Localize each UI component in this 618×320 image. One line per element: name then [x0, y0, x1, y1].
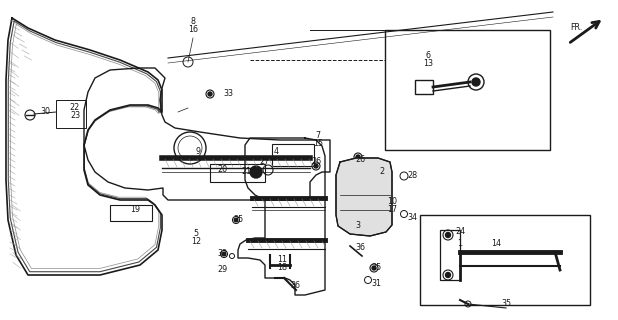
Text: 13: 13	[423, 60, 433, 68]
Circle shape	[376, 166, 380, 170]
Circle shape	[446, 233, 451, 237]
Text: 4: 4	[274, 148, 279, 156]
Text: 15: 15	[313, 140, 323, 148]
Text: 6: 6	[426, 52, 431, 60]
Text: 19: 19	[130, 205, 140, 214]
Text: 1: 1	[457, 239, 462, 249]
Circle shape	[314, 164, 318, 168]
Text: 23: 23	[70, 111, 80, 121]
Text: 22: 22	[70, 103, 80, 113]
Text: 35: 35	[501, 300, 511, 308]
Text: 12: 12	[191, 237, 201, 246]
Circle shape	[222, 252, 226, 256]
Circle shape	[356, 155, 360, 159]
Text: 32: 32	[217, 250, 227, 259]
Text: FR.: FR.	[570, 23, 582, 33]
Text: 5: 5	[193, 229, 198, 238]
Bar	[272, 144, 314, 166]
Text: 20: 20	[217, 165, 227, 174]
Bar	[385, 30, 550, 150]
Text: 8: 8	[190, 18, 195, 27]
Text: 10: 10	[387, 197, 397, 206]
Text: 34: 34	[407, 213, 417, 222]
Circle shape	[372, 266, 376, 270]
Text: 11: 11	[277, 255, 287, 265]
Text: 31: 31	[371, 279, 381, 289]
Text: 29: 29	[217, 266, 227, 275]
Text: 14: 14	[491, 239, 501, 249]
Text: 26: 26	[311, 157, 321, 166]
Text: 36: 36	[355, 244, 365, 252]
Text: 36: 36	[290, 281, 300, 290]
Text: 30: 30	[40, 108, 50, 116]
Text: 17: 17	[387, 205, 397, 214]
Text: 16: 16	[188, 26, 198, 35]
Bar	[56, 100, 86, 128]
Circle shape	[446, 273, 451, 277]
Bar	[415, 80, 433, 94]
Bar	[420, 215, 590, 305]
Bar	[110, 205, 152, 221]
Text: 33: 33	[223, 90, 233, 99]
Text: 21: 21	[241, 167, 251, 177]
Text: 27: 27	[259, 157, 269, 166]
Circle shape	[234, 218, 238, 222]
Text: 26: 26	[355, 156, 365, 164]
Text: 3: 3	[355, 221, 360, 230]
Text: 25: 25	[371, 263, 381, 273]
Text: 9: 9	[195, 148, 201, 156]
Text: 18: 18	[277, 263, 287, 273]
Text: 2: 2	[379, 167, 384, 177]
Circle shape	[250, 166, 262, 178]
Circle shape	[472, 78, 480, 86]
Circle shape	[208, 92, 212, 96]
Text: 28: 28	[407, 172, 417, 180]
Text: 25: 25	[233, 215, 243, 225]
Text: 24: 24	[455, 228, 465, 236]
Text: 7: 7	[315, 132, 321, 140]
Polygon shape	[336, 158, 392, 236]
Bar	[440, 230, 460, 280]
Bar	[210, 164, 265, 182]
